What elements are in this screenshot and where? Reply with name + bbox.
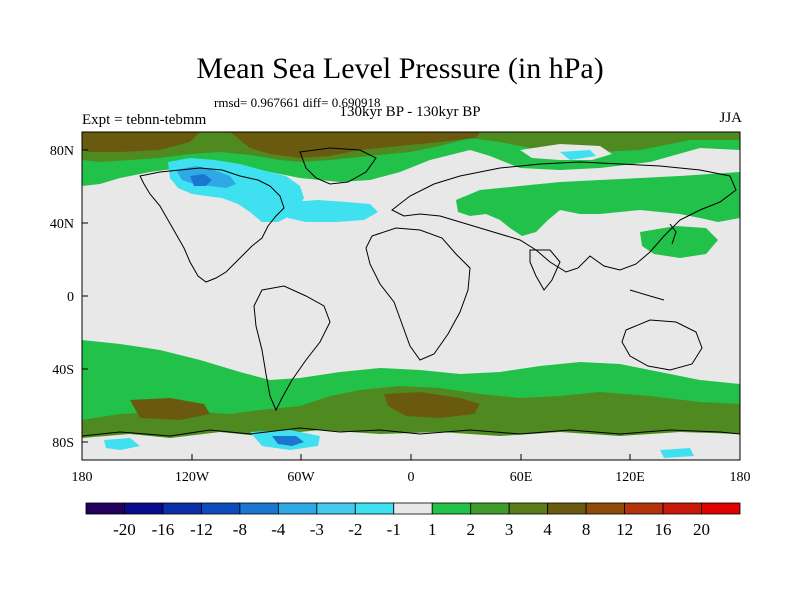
colorbar-swatch (162, 502, 202, 515)
colorbar-swatch (431, 502, 472, 515)
colorbar-label: -4 (271, 520, 286, 539)
lon-label-60e: 60E (510, 470, 533, 485)
lon-label-0: 0 (408, 470, 415, 485)
lon-label-180e: 180 (730, 470, 751, 485)
period-text: 130kyr BP - 130kyr BP (339, 104, 481, 120)
south-pacific-high (130, 398, 210, 420)
colorbar-swatch (585, 502, 625, 515)
colorbar-label: 16 (655, 520, 672, 539)
colorbar-label: 4 (543, 520, 552, 539)
lat-label-40n: 40N (50, 217, 74, 232)
bering-high (82, 132, 200, 152)
hudson-low-dark (190, 174, 212, 186)
colorbar-label: -12 (190, 520, 213, 539)
atlantic-low (282, 200, 378, 222)
lon-label-120w: 120W (175, 470, 210, 485)
colorbar-swatch (470, 502, 510, 515)
lon-label-180w: 180 (72, 470, 93, 485)
colorbar-swatch (508, 502, 549, 515)
colorbar-label: -1 (387, 520, 401, 539)
lat-label-40s: 40S (52, 363, 74, 378)
experiment-label: Expt = tebnn-tebmm (82, 112, 207, 128)
pressure-field (82, 132, 740, 460)
colorbar-swatch (239, 502, 279, 515)
lat-label-80n: 80N (50, 144, 74, 159)
colorbar: -20 -16 -12 -8 -4 -3 -2 -1 1 2 3 4 8 12 16 20 (85, 502, 741, 539)
greenland-high (230, 132, 480, 158)
colorbar-swatch (624, 502, 664, 515)
colorbar-swatch (85, 502, 125, 515)
colorbar-swatch (316, 502, 356, 515)
colorbar-label: -16 (152, 520, 175, 539)
colorbar-swatch (662, 502, 702, 515)
antarctic-low-3 (660, 448, 694, 458)
antarctic-low-1-core (272, 436, 304, 446)
colorbar-swatch (701, 502, 741, 515)
lon-label-120e: 120E (615, 470, 645, 485)
colorbar-swatch (124, 502, 164, 515)
colorbar-label: -3 (310, 520, 324, 539)
colorbar-swatch (354, 502, 395, 515)
colorbar-swatch (277, 502, 318, 515)
siberian-low (560, 150, 596, 160)
colorbar-swatch (201, 502, 241, 515)
colorbar-swatch (547, 502, 587, 515)
lat-label-0: 0 (67, 290, 74, 305)
antarctic-low-2 (104, 438, 140, 450)
antarctic-neutral (82, 430, 740, 460)
ticks (81, 149, 741, 460)
coastlines (82, 147, 740, 437)
eurasia-positive (456, 172, 740, 236)
west-pacific-positive (640, 226, 718, 258)
colorbar-label: 8 (582, 520, 591, 539)
colorbar-label: 3 (505, 520, 514, 539)
south-atlantic-high (384, 392, 480, 418)
colorbar-label: -20 (113, 520, 136, 539)
colorbar-label: 2 (466, 520, 475, 539)
lat-label-80s: 80S (52, 436, 74, 451)
colorbar-label: -8 (233, 520, 247, 539)
colorbar-label: 1 (428, 520, 437, 539)
season-label: JJA (719, 110, 742, 126)
colorbar-label: -2 (348, 520, 362, 539)
colorbar-label: 12 (616, 520, 633, 539)
stats-text: rmsd= 0.967661 diff= 0.690918 (214, 95, 381, 110)
chart-title: Mean Sea Level Pressure (in hPa) (196, 52, 604, 85)
colorbar-swatch (393, 502, 433, 515)
lon-label-60w: 60W (287, 470, 315, 485)
colorbar-label: 20 (693, 520, 710, 539)
